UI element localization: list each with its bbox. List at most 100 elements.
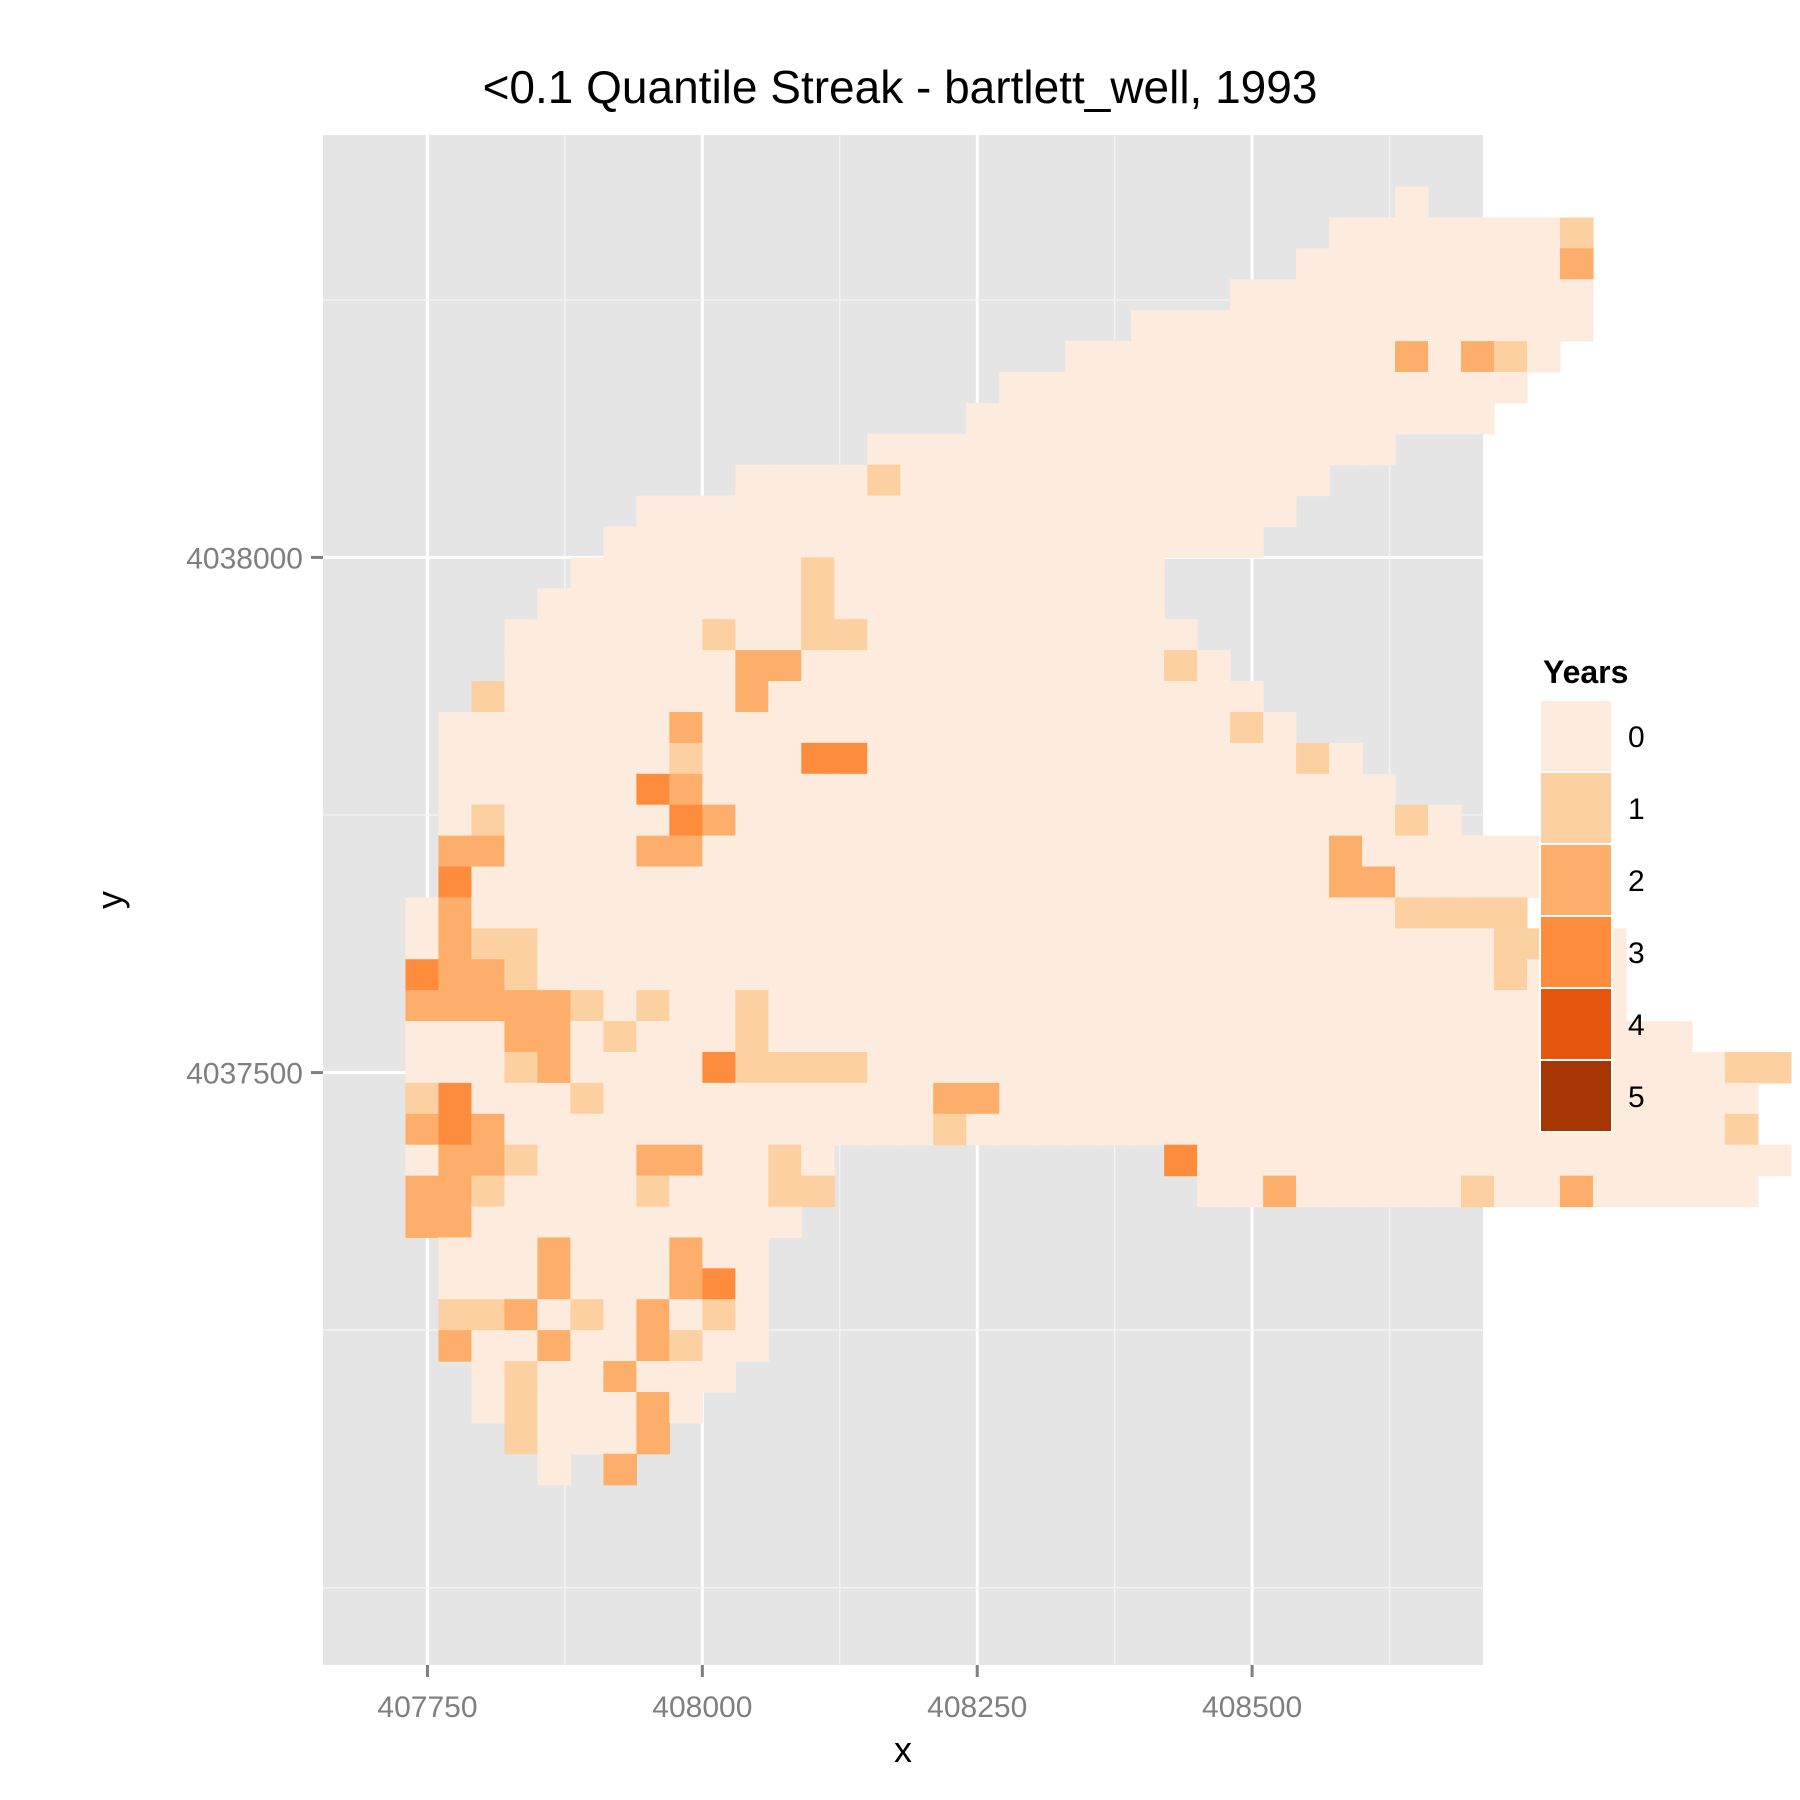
heatmap-tile <box>1230 310 1264 342</box>
heatmap-tile <box>1164 990 1198 1022</box>
heatmap-tile <box>1164 495 1198 528</box>
heatmap-tile <box>1197 1051 1231 1084</box>
heatmap-tile <box>1526 217 1561 249</box>
heatmap-tile <box>1329 804 1363 837</box>
heatmap-tile <box>867 619 901 651</box>
heatmap-tile <box>1658 1082 1693 1115</box>
heatmap-tile <box>1197 742 1231 775</box>
heatmap-tile <box>867 588 901 620</box>
heatmap-tile <box>1296 928 1330 960</box>
heatmap-tile <box>570 1422 604 1455</box>
legend-label: 4 <box>1628 1009 1645 1042</box>
heatmap-tile <box>438 897 473 929</box>
heatmap-tile <box>1296 866 1330 899</box>
heatmap-tile <box>1494 990 1528 1022</box>
heatmap-tile <box>999 1021 1033 1053</box>
heatmap-tile <box>867 1113 901 1146</box>
heatmap-tile <box>1494 217 1528 249</box>
heatmap-tile <box>471 742 506 775</box>
heatmap-tile <box>1658 1113 1693 1146</box>
heatmap-tile <box>1197 1113 1231 1146</box>
heatmap-tile <box>735 1144 769 1177</box>
heatmap-tile <box>636 1113 670 1146</box>
heatmap-tile <box>999 650 1033 682</box>
heatmap-tile <box>669 1082 703 1115</box>
heatmap-tile <box>1691 1144 1726 1177</box>
heatmap-tile <box>867 1051 901 1084</box>
heatmap-tile <box>603 1361 637 1393</box>
heatmap-tile <box>1494 866 1528 899</box>
heatmap-tile <box>1164 402 1198 435</box>
heatmap-tile <box>1494 1144 1528 1177</box>
heatmap-tile <box>933 959 967 991</box>
heatmap-tile <box>471 711 506 744</box>
heatmap-tile <box>801 928 835 960</box>
legend-label: 5 <box>1628 1081 1645 1114</box>
heatmap-tile <box>1032 897 1066 929</box>
heatmap-tile <box>702 681 736 713</box>
heatmap-tile <box>1329 371 1363 404</box>
heatmap-tile <box>768 650 802 682</box>
heatmap-tile <box>834 588 868 620</box>
heatmap-tile <box>1131 804 1165 837</box>
heatmap-tile <box>801 711 835 744</box>
heatmap-tile <box>735 1021 769 1053</box>
heatmap-tile <box>636 1330 670 1362</box>
heatmap-tile <box>933 742 967 775</box>
heatmap-tile <box>1065 433 1099 466</box>
heatmap-tile <box>933 1051 967 1084</box>
heatmap-tile <box>900 1113 934 1146</box>
heatmap-tile <box>1559 217 1594 249</box>
heatmap-tile <box>966 866 1000 899</box>
heatmap-tile <box>1526 1144 1561 1177</box>
heatmap-tile <box>900 711 934 744</box>
heatmap-tile <box>1428 217 1462 249</box>
heatmap-tile <box>1428 1021 1462 1053</box>
heatmap-tile <box>603 990 637 1022</box>
heatmap-tile <box>801 804 835 837</box>
heatmap-tile <box>1362 897 1396 929</box>
heatmap-tile <box>1263 1051 1297 1084</box>
heatmap-tile <box>1329 897 1363 929</box>
heatmap-tile <box>504 1391 539 1424</box>
heatmap-tile <box>1032 433 1066 466</box>
heatmap-tile <box>1428 371 1462 404</box>
heatmap-tile <box>1098 1082 1132 1115</box>
legend-key <box>1539 771 1613 845</box>
heatmap-tile <box>1461 248 1495 280</box>
heatmap-tile <box>999 773 1033 806</box>
heatmap-tile <box>603 1299 637 1331</box>
heatmap-tile <box>504 1268 539 1300</box>
heatmap-tile <box>1164 711 1198 744</box>
heatmap-tile <box>570 866 604 899</box>
heatmap-tile <box>867 990 901 1022</box>
heatmap-tile <box>900 959 934 991</box>
heatmap-tile <box>603 1051 637 1084</box>
heatmap-tile <box>801 990 835 1022</box>
heatmap-tile <box>1296 835 1330 868</box>
heatmap-tile <box>1065 402 1099 435</box>
heatmap-tile <box>471 773 506 806</box>
heatmap-tile <box>438 1082 473 1115</box>
heatmap-tile <box>1526 341 1561 373</box>
heatmap-tile <box>570 1082 604 1115</box>
heatmap-tile <box>933 1082 967 1115</box>
heatmap-tile <box>768 526 802 559</box>
heatmap-tile <box>1724 1113 1759 1146</box>
heatmap-tile <box>504 1021 539 1053</box>
heatmap-tile <box>570 804 604 837</box>
heatmap-tile <box>867 1082 901 1115</box>
heatmap-tile <box>1065 371 1099 404</box>
heatmap-tile <box>1098 897 1132 929</box>
heatmap-tile <box>933 526 967 559</box>
heatmap-tile <box>702 711 736 744</box>
heatmap-tile <box>1296 897 1330 929</box>
heatmap-tile <box>570 897 604 929</box>
heatmap-tile <box>438 835 473 868</box>
heatmap-tile <box>1197 711 1231 744</box>
heatmap-tile <box>1296 341 1330 373</box>
heatmap-tile <box>1164 1144 1198 1177</box>
heatmap-tile <box>768 557 802 589</box>
heatmap-tile <box>471 1268 506 1300</box>
heatmap-tile <box>636 1206 670 1239</box>
